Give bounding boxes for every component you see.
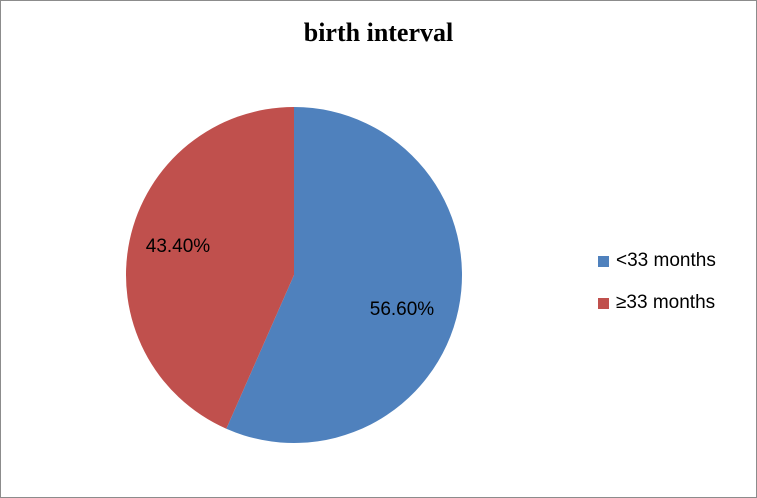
legend-swatch-33-or-more bbox=[598, 297, 609, 309]
legend-label-33-or-more: ≥33 months bbox=[616, 292, 716, 313]
pie-slice-less-than-33 bbox=[226, 107, 463, 444]
pie-slice-33-or-more bbox=[125, 107, 294, 429]
legend-label-less-than-33: <33 months bbox=[616, 250, 716, 271]
data-label-33-or-more: 43.40% bbox=[146, 236, 211, 257]
pie-slices bbox=[125, 107, 463, 444]
legend-item-33-or-more: ≥33 months bbox=[598, 282, 716, 324]
legend-swatch-less-than-33 bbox=[598, 255, 609, 267]
legend: <33 months ≥33 months bbox=[598, 240, 716, 324]
pie-data-labels: 56.60% 43.40% bbox=[146, 236, 435, 320]
legend-item-less-than-33: <33 months bbox=[598, 240, 716, 282]
chart-title: birth interval bbox=[303, 18, 454, 47]
data-label-less-than-33: 56.60% bbox=[370, 299, 435, 320]
